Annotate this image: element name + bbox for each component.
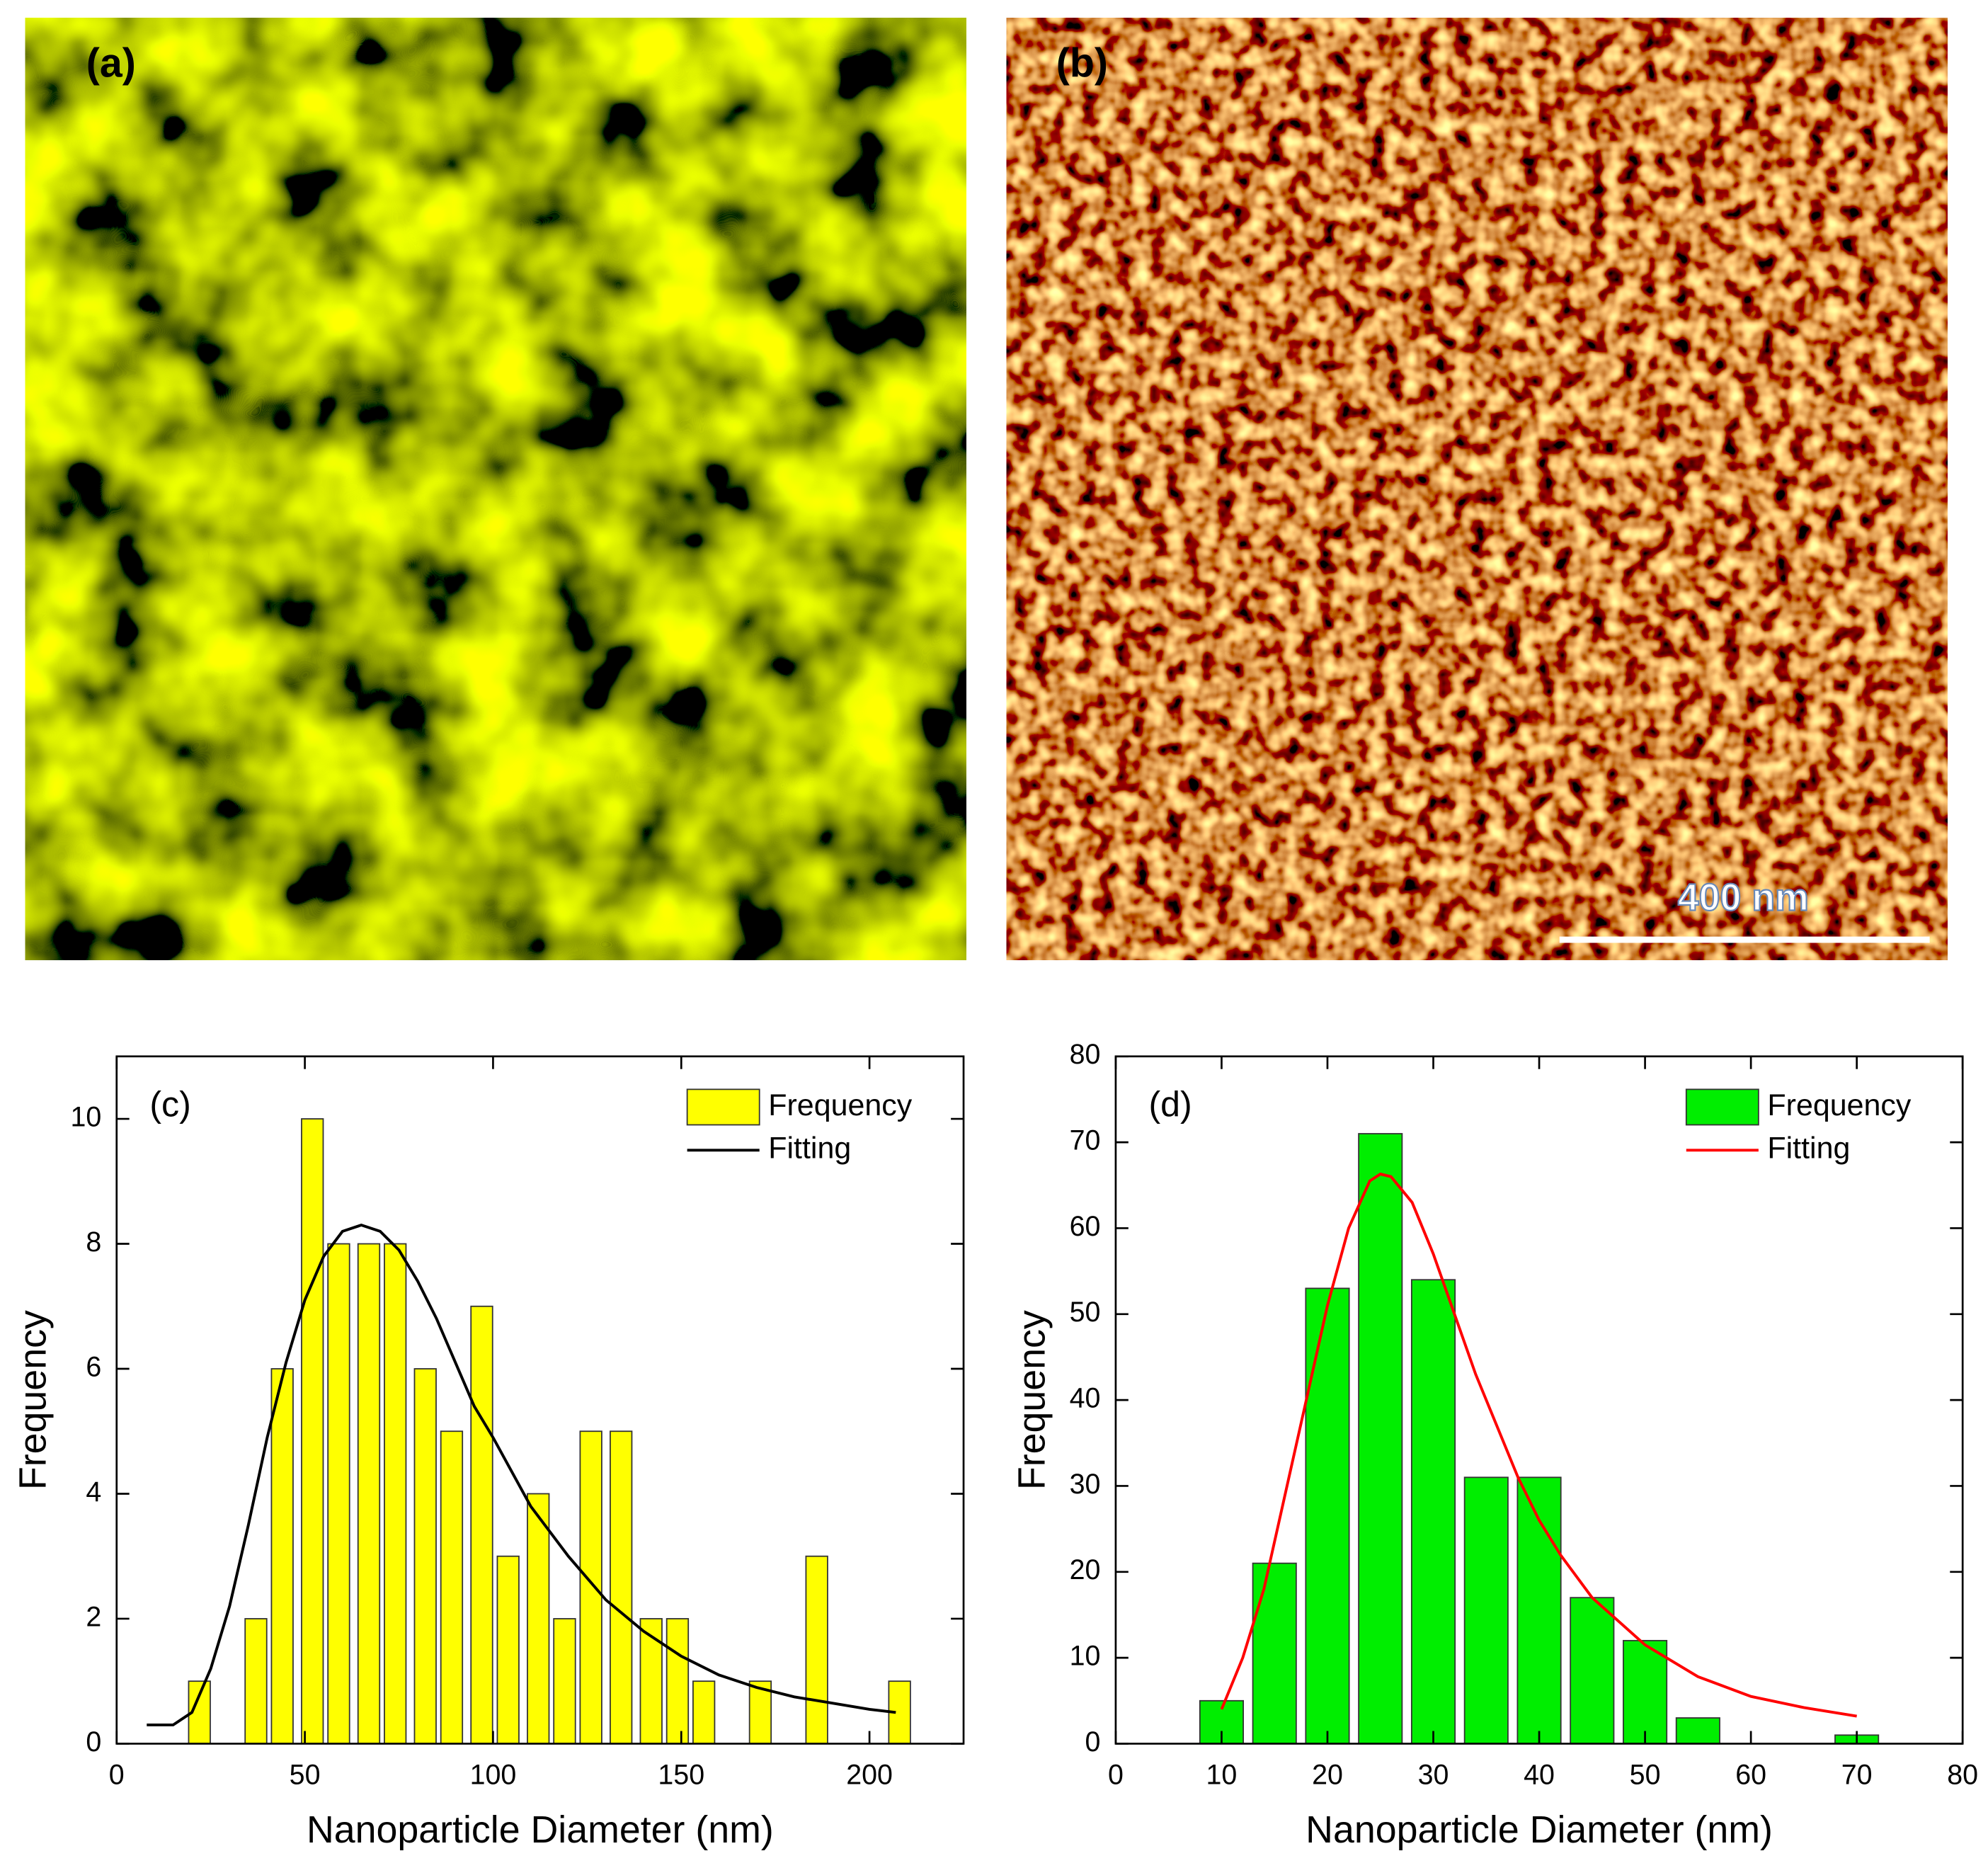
fit-line [1220, 1172, 1857, 1718]
bar [270, 1368, 294, 1745]
y-tick-label: 0 [86, 1726, 101, 1758]
bar [692, 1680, 716, 1745]
x-tick-label: 30 [1418, 1759, 1449, 1790]
x-tick-label: 50 [290, 1759, 321, 1790]
bar [1675, 1717, 1720, 1745]
y-tick-label: 10 [1070, 1641, 1101, 1672]
x-tick-label: 40 [1524, 1759, 1555, 1790]
panel-label: (a) [86, 40, 136, 86]
bar [805, 1555, 828, 1745]
x-tick-label: 20 [1312, 1759, 1343, 1790]
x-tick-label: 0 [109, 1759, 125, 1790]
bar [579, 1430, 602, 1745]
bar [470, 1305, 493, 1745]
scale-bar-label: 400 nm [1678, 877, 1809, 919]
bar [244, 1618, 268, 1745]
x-axis-label: Nanoparticle Diameter (nm) [307, 1809, 774, 1851]
bar [1623, 1639, 1668, 1745]
x-tick-label: 200 [846, 1759, 893, 1790]
bar [553, 1618, 576, 1745]
y-tick-label: 8 [86, 1226, 101, 1258]
afm-image-a [25, 18, 966, 960]
bar [1463, 1476, 1509, 1745]
bar [1358, 1133, 1403, 1745]
y-tick-label: 10 [70, 1101, 101, 1132]
legend-swatch [686, 1088, 760, 1126]
fit-line [147, 1223, 896, 1726]
y-tick-label: 4 [86, 1476, 101, 1508]
y-tick-label: 80 [1070, 1039, 1101, 1070]
bar [1410, 1279, 1456, 1745]
bar [440, 1430, 464, 1745]
bar [327, 1243, 350, 1745]
y-tick-label: 20 [1070, 1554, 1101, 1585]
legend-swatch [1685, 1088, 1759, 1126]
x-tick-label: 70 [1841, 1759, 1873, 1790]
bar [413, 1368, 437, 1745]
bar [301, 1118, 324, 1745]
bar [1305, 1287, 1350, 1745]
x-tick-label: 50 [1630, 1759, 1661, 1790]
y-tick-label: 40 [1070, 1383, 1101, 1414]
bar [1252, 1562, 1297, 1745]
afm-image-b [1006, 18, 1948, 960]
bar [610, 1430, 633, 1745]
x-tick-label: 80 [1947, 1759, 1978, 1790]
bar [496, 1555, 520, 1745]
y-tick-label: 30 [1070, 1469, 1101, 1500]
x-tick-label: 60 [1735, 1759, 1766, 1790]
annotation: (d) [1148, 1085, 1192, 1124]
legend-label: Frequency [768, 1088, 913, 1122]
y-tick-label: 50 [1070, 1297, 1101, 1328]
annotation: (c) [149, 1085, 190, 1124]
x-tick-label: 150 [658, 1759, 704, 1790]
plot-frame [115, 1055, 965, 1745]
y-axis-label: Frequency [11, 1310, 54, 1490]
x-tick-label: 0 [1108, 1759, 1124, 1790]
y-tick-label: 0 [1085, 1726, 1101, 1758]
y-tick-label: 70 [1070, 1125, 1101, 1156]
x-tick-label: 10 [1206, 1759, 1238, 1790]
legend-label: Frequency [1767, 1088, 1912, 1122]
legend-label: Fitting [1767, 1132, 1850, 1166]
x-tick-label: 100 [470, 1759, 517, 1790]
bar [527, 1493, 550, 1745]
legend-label: Fitting [768, 1132, 851, 1166]
y-tick-label: 6 [86, 1351, 101, 1382]
panel-label: (b) [1056, 40, 1108, 86]
bar [665, 1618, 690, 1745]
x-axis-label: Nanoparticle Diameter (nm) [1306, 1809, 1773, 1851]
y-tick-label: 2 [86, 1601, 101, 1632]
y-tick-label: 60 [1070, 1211, 1101, 1242]
bar [357, 1243, 381, 1745]
bar [384, 1243, 407, 1745]
bar [1570, 1597, 1615, 1745]
y-axis-label: Frequency [1010, 1310, 1053, 1490]
